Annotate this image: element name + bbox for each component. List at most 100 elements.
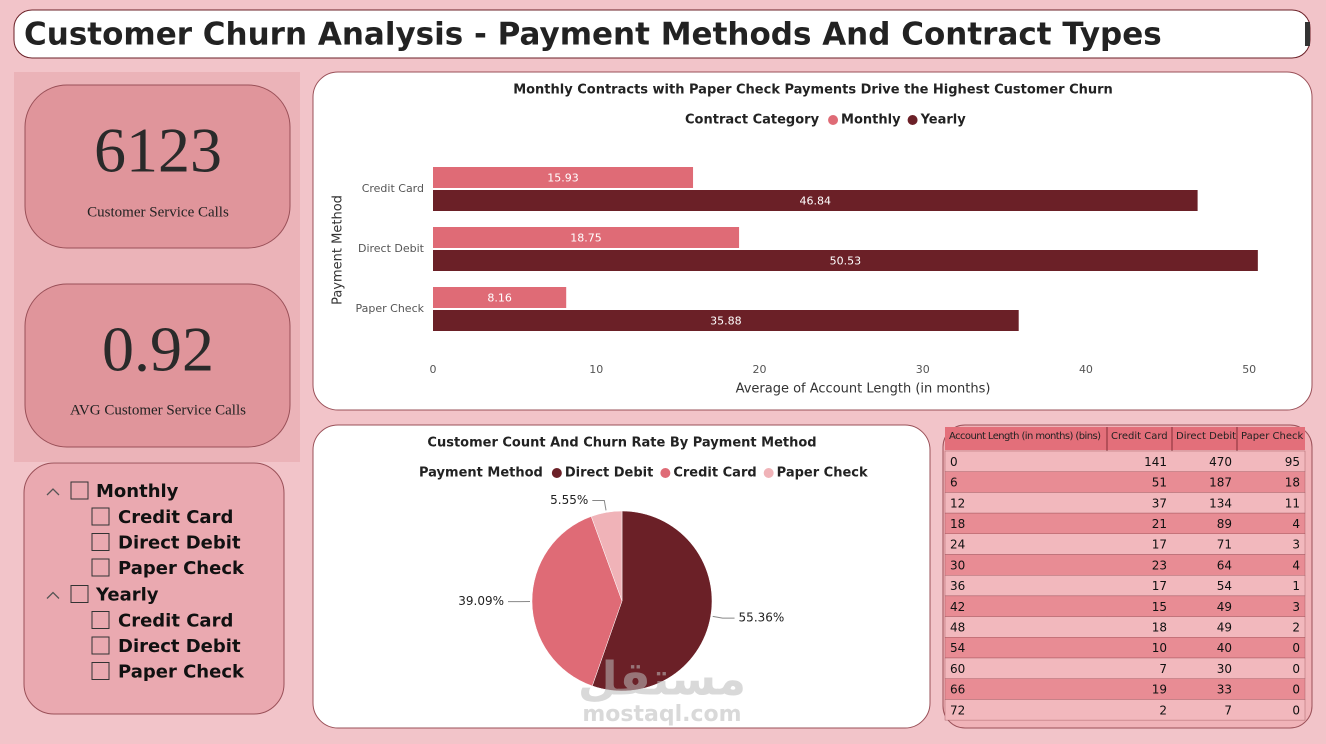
legend-label: Direct Debit <box>565 466 654 481</box>
table-row-bg <box>944 512 1306 534</box>
table-cell: 36 <box>950 579 965 593</box>
slicer-item-label[interactable]: Paper Check <box>118 662 245 683</box>
table-cell: 0 <box>950 455 958 469</box>
slicer-item-label[interactable]: Direct Debit <box>118 533 241 554</box>
legend-label: Credit Card <box>673 466 756 481</box>
data-label: 35.88 <box>710 315 742 328</box>
table-cell: 49 <box>1217 620 1232 634</box>
table-cell: 21 <box>1152 517 1167 531</box>
kpi-card <box>24 283 291 448</box>
table-cell: 7 <box>1159 662 1167 676</box>
table-cell: 71 <box>1217 538 1232 552</box>
pie-slice <box>590 510 623 602</box>
table-cell: 48 <box>950 620 965 634</box>
table-cell: 4 <box>1292 558 1300 572</box>
table-cell: 37 <box>1152 496 1167 510</box>
collapse-chevron <box>46 591 60 599</box>
table-row-bg <box>944 471 1306 493</box>
table-cell: 12 <box>950 496 965 510</box>
table-row-bg <box>944 616 1306 638</box>
bar <box>433 167 694 188</box>
table-cell: 18 <box>950 517 965 531</box>
bar <box>433 310 1019 331</box>
kpi-label: Customer Service Calls <box>87 204 229 220</box>
kpi-value: 0.92 <box>102 314 214 385</box>
slicer-item-label[interactable]: Direct Debit <box>118 636 241 657</box>
table-row-bg <box>944 657 1306 679</box>
bar <box>433 190 1198 211</box>
slicer-item-label[interactable]: Credit Card <box>118 611 233 632</box>
table-cell: 4 <box>1292 517 1300 531</box>
table-cell: 40 <box>1217 641 1232 655</box>
collapse-chevron <box>46 488 60 496</box>
legend-marker <box>907 115 918 125</box>
table-cell: 0 <box>1292 683 1300 697</box>
x-tick-label: 30 <box>916 363 930 376</box>
table-cell: 187 <box>1209 476 1232 490</box>
table-cell: 11 <box>1285 496 1300 510</box>
legend-marker <box>660 468 671 478</box>
x-axis-label: Average of Account Length (in months) <box>736 382 991 397</box>
kpi-card <box>24 84 291 249</box>
data-label: 18.75 <box>570 232 602 245</box>
table-cell: 54 <box>950 641 965 655</box>
table-cell: 54 <box>1217 579 1232 593</box>
legend-label: Paper Check <box>777 466 868 481</box>
table-cell: 17 <box>1152 579 1167 593</box>
leader-line <box>712 615 735 619</box>
legend-title: Payment Method <box>419 466 543 481</box>
legend-marker <box>551 468 562 478</box>
table-header: Credit Card <box>1111 431 1168 442</box>
kpi-label: AVG Customer Service Calls <box>70 402 246 418</box>
chart-title: Customer Count And Churn Rate By Payment… <box>427 436 816 451</box>
slicer-item-label[interactable]: Credit Card <box>118 507 233 528</box>
data-label: 8.16 <box>487 292 512 305</box>
legend-marker <box>828 115 839 125</box>
table-cell: 134 <box>1209 496 1232 510</box>
table-cell: 64 <box>1217 558 1232 572</box>
table-cell: 66 <box>950 683 965 697</box>
watermark-text: mostaql.com <box>582 702 741 727</box>
table-cell: 18 <box>1152 620 1167 634</box>
y-axis-label: Payment Method <box>331 195 346 305</box>
table-row-bg <box>944 637 1306 659</box>
table-cell: 51 <box>1152 476 1167 490</box>
kpi-value: 6123 <box>94 115 222 186</box>
x-tick-label: 0 <box>430 363 437 376</box>
table-cell: 10 <box>1152 641 1167 655</box>
table-cell: 3 <box>1292 600 1300 614</box>
watermark-logo: مستقل <box>578 652 746 706</box>
table-row-bg <box>944 575 1306 597</box>
table-cell: 0 <box>1292 703 1300 717</box>
table-cell: 30 <box>1217 662 1232 676</box>
data-label: 15.93 <box>547 172 579 185</box>
legend-label: Yearly <box>920 113 967 128</box>
x-tick-label: 20 <box>752 363 766 376</box>
x-tick-label: 50 <box>1242 363 1256 376</box>
table-cell: 95 <box>1285 455 1300 469</box>
y-tick-label: Credit Card <box>362 182 424 195</box>
slicer-item-label[interactable]: Paper Check <box>118 558 245 579</box>
table-cell: 24 <box>950 538 965 552</box>
table-row-bg <box>944 554 1306 576</box>
pie-slice <box>531 516 623 687</box>
table-row-bg <box>944 533 1306 555</box>
table-header: Paper Check <box>1241 431 1303 442</box>
checkbox <box>91 636 110 655</box>
table-cell: 17 <box>1152 538 1167 552</box>
table-cell: 49 <box>1217 600 1232 614</box>
checkbox <box>91 533 110 551</box>
table-cell: 19 <box>1152 683 1167 697</box>
slicer-group-label[interactable]: Yearly <box>95 585 159 606</box>
y-tick-label: Direct Debit <box>358 242 425 255</box>
checkbox <box>70 585 89 603</box>
page-title: Customer Churn Analysis - Payment Method… <box>24 17 1162 53</box>
table-row-bg <box>944 678 1306 700</box>
bar <box>433 287 567 308</box>
bar <box>433 227 740 248</box>
data-label: 39.09% <box>458 594 504 608</box>
slicer-group-label[interactable]: Monthly <box>96 481 179 502</box>
table-cell: 141 <box>1144 455 1167 469</box>
